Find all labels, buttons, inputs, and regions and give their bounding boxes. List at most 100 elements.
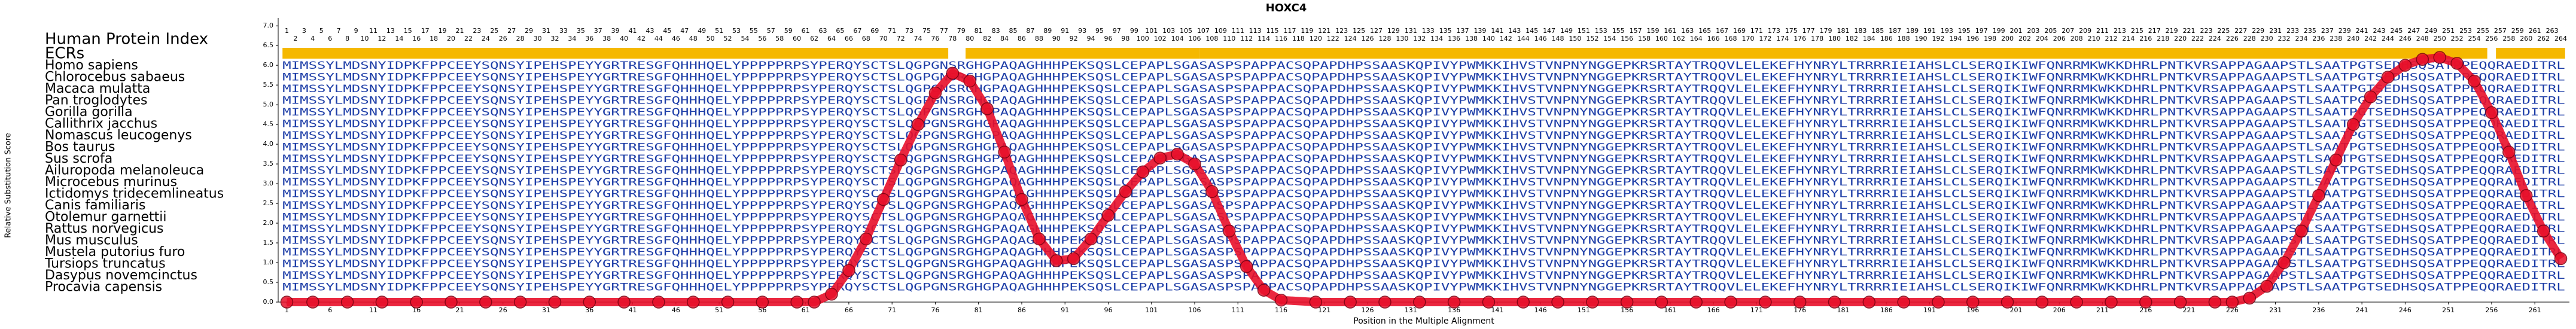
score-point bbox=[2277, 256, 2291, 269]
index-number: 98 bbox=[1121, 35, 1129, 42]
index-number: 51 bbox=[715, 27, 723, 35]
index-number: 167 bbox=[1716, 27, 1728, 35]
index-number: 69 bbox=[870, 27, 879, 35]
species-label: Sus scrofa bbox=[45, 151, 112, 166]
index-number: 31 bbox=[542, 27, 550, 35]
index-number: 257 bbox=[2494, 27, 2507, 35]
score-point bbox=[946, 66, 960, 80]
index-number: 39 bbox=[611, 27, 620, 35]
score-point bbox=[1620, 296, 1634, 309]
index-number: 124 bbox=[1344, 35, 1357, 42]
y-tick-label: 4.5 bbox=[263, 120, 274, 128]
score-point bbox=[825, 288, 838, 301]
index-number: 65 bbox=[836, 27, 844, 35]
index-number: 128 bbox=[1378, 35, 1391, 42]
index-number: 41 bbox=[629, 27, 637, 35]
species-label: Microcebus murinus bbox=[45, 175, 177, 190]
x-tick-label: 131 bbox=[1405, 306, 1417, 314]
y-tick-label: 5.0 bbox=[263, 100, 274, 108]
score-point bbox=[2295, 224, 2308, 237]
index-number: 11 bbox=[369, 27, 377, 35]
x-tick-label: 226 bbox=[2226, 306, 2239, 314]
score-point bbox=[2208, 296, 2222, 309]
score-point bbox=[1171, 147, 1184, 161]
index-number: 252 bbox=[2451, 35, 2464, 42]
index-number: 194 bbox=[1949, 35, 1962, 42]
index-number: 152 bbox=[1586, 35, 1598, 42]
index-number: 21 bbox=[456, 27, 464, 35]
index-number: 154 bbox=[1603, 35, 1616, 42]
score-point bbox=[1793, 296, 1807, 309]
score-point bbox=[410, 296, 423, 309]
index-number: 76 bbox=[931, 35, 939, 42]
index-number: 144 bbox=[1517, 35, 1530, 42]
index-number: 105 bbox=[1180, 27, 1192, 35]
index-number: 68 bbox=[862, 35, 870, 42]
score-point bbox=[2416, 53, 2429, 66]
index-number: 55 bbox=[750, 27, 758, 35]
score-point bbox=[1309, 296, 1323, 309]
index-number: 177 bbox=[1802, 27, 1815, 35]
index-number: 131 bbox=[1405, 27, 1417, 35]
y-tick-label: 6.0 bbox=[263, 61, 274, 69]
index-number: 190 bbox=[1915, 35, 1928, 42]
index-number: 52 bbox=[724, 35, 732, 42]
y-tick-label: 2.0 bbox=[263, 219, 274, 227]
score-point bbox=[1274, 293, 1288, 307]
species-label: Macaca mulatta bbox=[45, 81, 150, 96]
index-number: 26 bbox=[499, 35, 507, 42]
sequence: MIMSSYLMDSNYIDPKFPPCEEYSQNSYIPEHSPEYYGRT… bbox=[282, 83, 2565, 95]
index-number: 17 bbox=[421, 27, 430, 35]
index-number: 145 bbox=[1525, 27, 1538, 35]
index-number: 94 bbox=[1087, 35, 1095, 42]
index-number: 126 bbox=[1362, 35, 1374, 42]
sequence: MIMSSYLMDSNYIDPKFPPCEEYSQNSYIPEHSPEYYGRT… bbox=[282, 258, 2565, 270]
index-number: 215 bbox=[2131, 27, 2143, 35]
index-number: 161 bbox=[1664, 27, 1676, 35]
index-number: 200 bbox=[2001, 35, 2014, 42]
score-point bbox=[1015, 193, 1028, 206]
score-point bbox=[790, 296, 803, 309]
score-point bbox=[2070, 296, 2083, 309]
score-point bbox=[686, 296, 700, 309]
x-tick-label: 246 bbox=[2399, 306, 2411, 314]
species-label: Ictidomys tridecemlineatus bbox=[45, 187, 224, 202]
x-tick-label: 121 bbox=[1318, 306, 1330, 314]
index-number: 203 bbox=[2027, 27, 2039, 35]
score-point bbox=[1188, 157, 1201, 170]
index-number: 107 bbox=[1197, 27, 1210, 35]
index-number: 197 bbox=[1975, 27, 1988, 35]
x-tick-label: 76 bbox=[931, 306, 939, 314]
index-number: 73 bbox=[905, 27, 914, 35]
index-number: 242 bbox=[2364, 35, 2377, 42]
index-number: 230 bbox=[2261, 35, 2273, 42]
score-point bbox=[548, 296, 562, 309]
score-point bbox=[2450, 57, 2464, 70]
score-point bbox=[375, 296, 389, 309]
score-point bbox=[1689, 296, 1703, 309]
index-number: 149 bbox=[1560, 27, 1573, 35]
index-number: 251 bbox=[2442, 27, 2455, 35]
index-number: 165 bbox=[1698, 27, 1711, 35]
index-number: 138 bbox=[1465, 35, 1478, 42]
index-number: 214 bbox=[2122, 35, 2135, 42]
index-number: 25 bbox=[490, 27, 498, 35]
score-point bbox=[617, 296, 631, 309]
index-number: 23 bbox=[473, 27, 481, 35]
y-tick-label: 3.0 bbox=[263, 179, 274, 187]
sequence: MIMSSYLMDSNYIDPKFPPCEEYSQNSYIPEHSPEYYGRT… bbox=[282, 270, 2565, 282]
index-number: 48 bbox=[689, 35, 698, 42]
x-tick-label: 261 bbox=[2529, 306, 2541, 314]
index-number: 248 bbox=[2416, 35, 2429, 42]
index-number: 185 bbox=[1871, 27, 1884, 35]
index-number: 64 bbox=[827, 35, 836, 42]
index-number: 163 bbox=[1681, 27, 1694, 35]
index-number: 213 bbox=[2114, 27, 2126, 35]
y-axis-label: Relative Substitution Score bbox=[4, 133, 13, 238]
x-tick-label: 46 bbox=[672, 306, 680, 314]
index-number: 70 bbox=[879, 35, 888, 42]
index-number: 16 bbox=[412, 35, 421, 42]
index-number: 125 bbox=[1353, 27, 1365, 35]
index-number: 47 bbox=[680, 27, 689, 35]
